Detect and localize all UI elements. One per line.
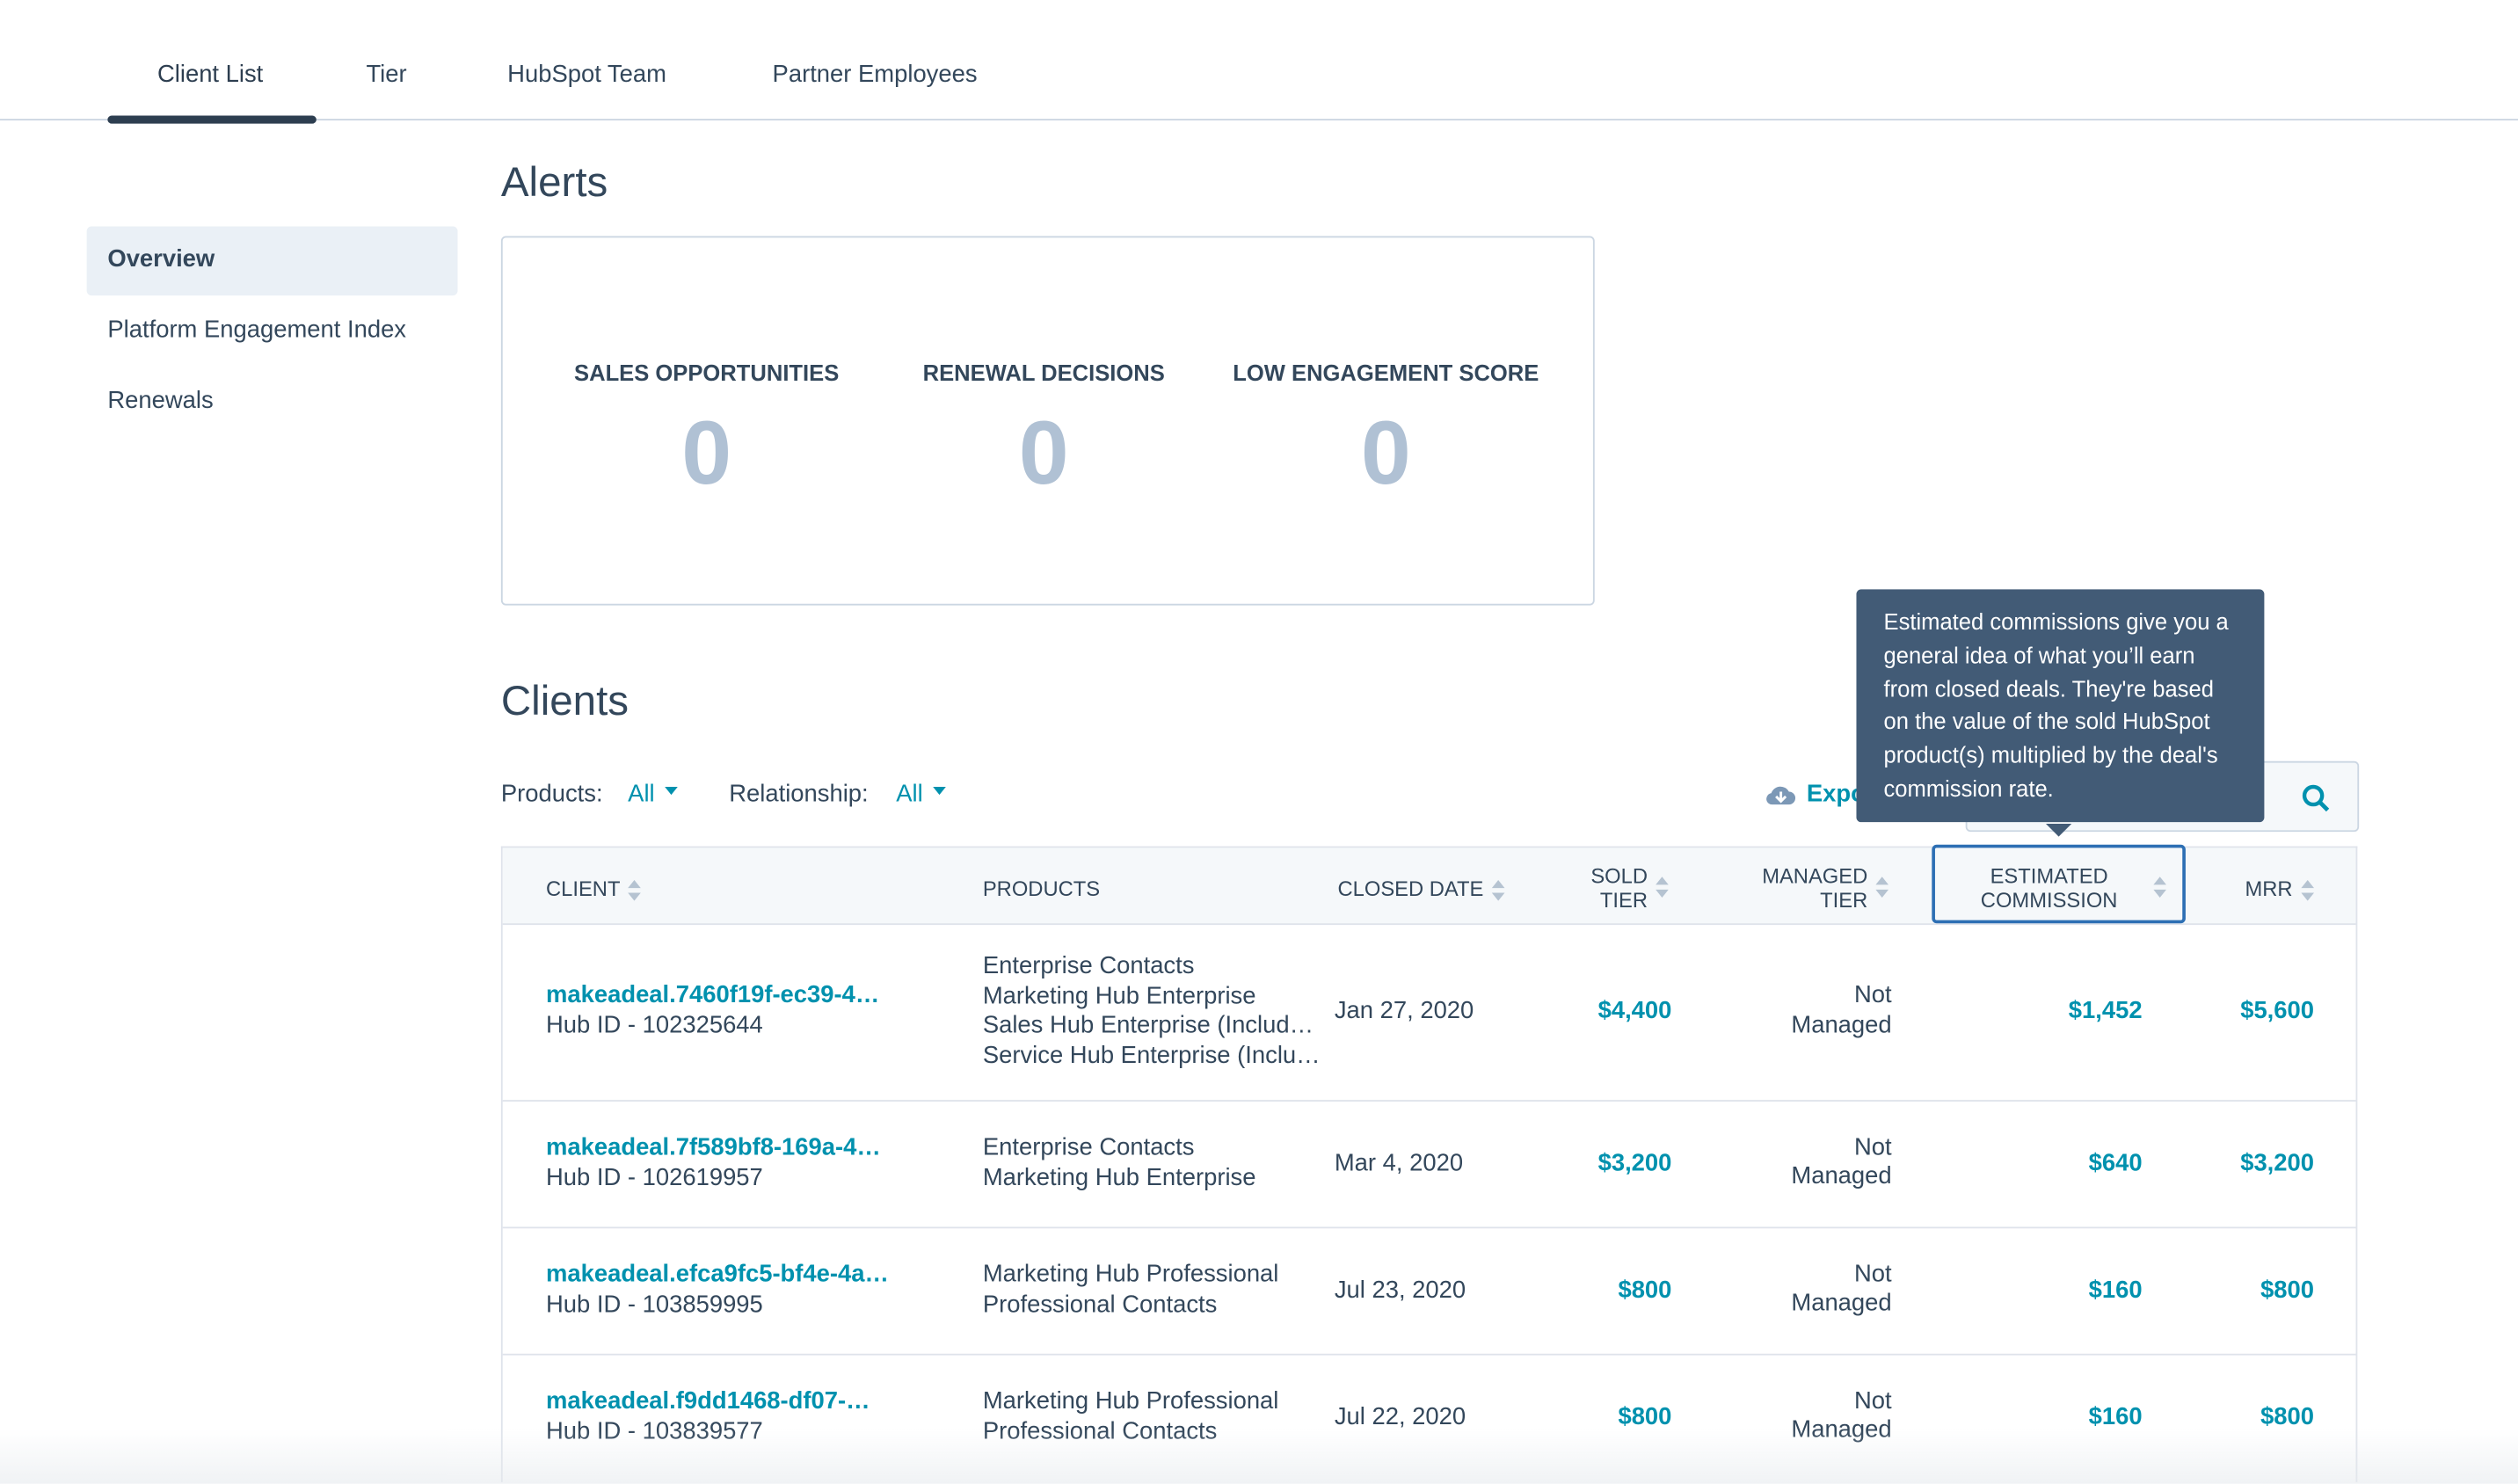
mrr: $800 <box>2260 1276 2315 1304</box>
fade <box>0 1429 2518 1484</box>
filter-dropdown[interactable]: All <box>628 780 678 808</box>
sort-icon <box>1875 877 1888 899</box>
filter-label: Relationship: <box>729 780 869 808</box>
alert-count: 0 <box>681 401 732 503</box>
hub-id: Hub ID - 102619957 <box>546 1163 763 1191</box>
header-text: CLIENT <box>546 877 621 901</box>
alert-count: 0 <box>1360 401 1411 503</box>
alert-label: RENEWAL DECISIONS <box>922 360 1165 386</box>
commission: $640 <box>2088 1148 2143 1176</box>
hub-id: Hub ID - 102325644 <box>546 1011 763 1039</box>
mrr: $3,200 <box>2240 1148 2315 1176</box>
header-text: SOLD TIER <box>1590 863 1648 913</box>
sort-icon <box>628 879 642 902</box>
product: Marketing Hub Enterprise <box>982 981 1256 1009</box>
column-header[interactable]: MRR <box>2245 877 2314 902</box>
closed-date: Jan 27, 2020 <box>1334 997 1474 1025</box>
closed-date: Jul 23, 2020 <box>1334 1276 1466 1304</box>
client-link[interactable]: makeadeal.7f589bf8-169a-4… <box>546 1132 881 1160</box>
header-text: MRR <box>2245 877 2293 901</box>
sort-icon <box>2300 879 2314 902</box>
commission: $160 <box>2088 1276 2143 1304</box>
sort-icon <box>1491 879 1505 902</box>
tab-indicator <box>107 115 317 124</box>
filter-label: Products: <box>500 780 603 808</box>
column-header[interactable]: CLIENT <box>546 877 642 902</box>
column-header[interactable]: ESTIMATED COMMISSION <box>1953 863 2166 913</box>
product: Professional Contacts <box>982 1290 1218 1318</box>
row-divider <box>502 1353 2356 1356</box>
section-title: Alerts <box>500 156 608 206</box>
header-text: CLOSED DATE <box>1337 877 1484 901</box>
alert-label: LOW ENGAGEMENT SCORE <box>1233 360 1539 386</box>
commission: $1,452 <box>2068 997 2143 1025</box>
column-header: PRODUCTS <box>983 877 1100 900</box>
column-header[interactable]: MANAGED TIER <box>1735 863 1888 913</box>
nav-item[interactable]: Renewals <box>107 387 214 415</box>
mrr: $800 <box>2260 1402 2315 1430</box>
sort-icon <box>1656 877 1669 899</box>
client-link[interactable]: makeadeal.f9dd1468-df07-… <box>546 1386 870 1415</box>
filter-value: All <box>628 780 655 808</box>
tooltip: Estimated commissions give you a general… <box>1856 589 2265 822</box>
column-header[interactable]: SOLD TIER <box>1541 863 1669 913</box>
filter-value: All <box>896 780 923 808</box>
tab[interactable]: HubSpot Team <box>507 61 666 89</box>
hub-id: Hub ID - 103859995 <box>546 1290 763 1318</box>
row-divider <box>502 1226 2356 1229</box>
sort-icon <box>2153 877 2166 899</box>
closed-date: Mar 4, 2020 <box>1334 1148 1464 1176</box>
header-text: ESTIMATED COMMISSION <box>1980 863 2118 913</box>
product: Marketing Hub Professional <box>982 1260 1279 1288</box>
section-title: Clients <box>500 675 630 724</box>
sold-tier: $800 <box>1618 1276 1672 1304</box>
product: Enterprise Contacts <box>982 952 1195 980</box>
table <box>500 846 2358 1482</box>
column-header[interactable]: CLOSED DATE <box>1337 877 1505 902</box>
tab[interactable]: Client List <box>156 61 264 89</box>
filter-dropdown[interactable]: All <box>896 780 946 808</box>
sold-tier: $4,400 <box>1597 997 1672 1025</box>
tab[interactable]: Tier <box>366 61 407 89</box>
managed-tier: Not Managed <box>1791 981 1892 1038</box>
alert-label: SALES OPPORTUNITIES <box>574 360 840 386</box>
nav-item[interactable]: Overview <box>107 245 215 273</box>
tab-divider <box>0 119 2518 120</box>
table-header <box>502 847 2356 926</box>
tab[interactable]: Partner Employees <box>772 61 978 89</box>
nav-item[interactable]: Platform Engagement Index <box>107 316 407 344</box>
alert-count: 0 <box>1018 401 1069 503</box>
search-icon <box>2302 784 2330 812</box>
header-text: PRODUCTS <box>982 877 1101 901</box>
product: Marketing Hub Enterprise <box>982 1163 1256 1191</box>
client-link[interactable]: makeadeal.7460f19f-ec39-4… <box>546 981 880 1009</box>
header-focus <box>1932 844 2186 924</box>
export-icon <box>1766 786 1796 805</box>
client-link[interactable]: makeadeal.efca9fc5-bf4e-4a… <box>546 1259 889 1287</box>
managed-tier: Not Managed <box>1791 1132 1892 1190</box>
tooltip-arrow <box>2045 824 2072 849</box>
sold-tier: $800 <box>1618 1402 1672 1430</box>
product: Marketing Hub Professional <box>982 1387 1279 1415</box>
row-divider <box>502 1100 2356 1102</box>
commission: $160 <box>2088 1402 2143 1430</box>
sold-tier: $3,200 <box>1597 1148 1672 1176</box>
product: Service Hub Enterprise (Inclu… <box>982 1041 1321 1069</box>
alerts-card <box>500 236 1595 606</box>
closed-date: Jul 22, 2020 <box>1334 1402 1466 1430</box>
nav-active-bg <box>86 226 458 296</box>
product: Sales Hub Enterprise (Includ… <box>982 1011 1314 1039</box>
header-text: MANAGED TIER <box>1762 863 1868 913</box>
product: Enterprise Contacts <box>982 1133 1195 1161</box>
mrr: $5,600 <box>2240 997 2315 1025</box>
managed-tier: Not Managed <box>1791 1259 1892 1317</box>
